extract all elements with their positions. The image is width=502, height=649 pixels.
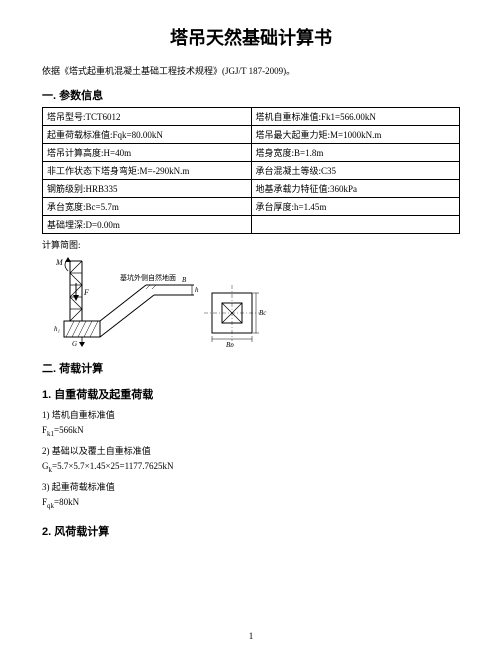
calc-line-1: 1) 塔机自重标准值 bbox=[42, 408, 460, 421]
cell: 起重荷载标准值:Fqk=80.00kN bbox=[43, 126, 252, 144]
cell: 非工作状态下塔身弯矩:M=-290kN.m bbox=[43, 162, 252, 180]
diag-bc-label: Bc bbox=[259, 309, 267, 317]
table-row: 基础埋深:D=0.00m bbox=[43, 216, 460, 234]
section-1-heading: 一. 参数信息 bbox=[42, 87, 460, 103]
f3-sub: qk bbox=[47, 501, 54, 509]
cell: 承台厚度:h=1.45m bbox=[251, 198, 460, 216]
sub-2-heading: 2. 风荷载计算 bbox=[42, 523, 460, 539]
table-row: 塔吊计算高度:H=40m 塔身宽度:B=1.8m bbox=[43, 144, 460, 162]
cell: 塔机自重标准值:Fk1=566.00kN bbox=[251, 108, 460, 126]
diagram-label: 计算简图: bbox=[42, 238, 460, 251]
diag-g-label: G bbox=[72, 340, 77, 347]
diag-m-label: M bbox=[55, 258, 64, 267]
page-number: 1 bbox=[0, 631, 502, 641]
diag-h-label: h bbox=[195, 286, 199, 294]
cell: 塔身宽度:B=1.8m bbox=[251, 144, 460, 162]
diag-bp-label: Bp bbox=[226, 341, 234, 347]
cell: 承台混凝土等级:C35 bbox=[251, 162, 460, 180]
diag-h1-label: h₁ bbox=[54, 325, 60, 333]
formula-3: Fqk=80kN bbox=[42, 497, 460, 510]
f1-sub: k1 bbox=[47, 430, 54, 438]
formula-2: Gk=5.7×5.7×1.45×25=1177.7625kN bbox=[42, 461, 460, 474]
cell: 塔吊最大起重力矩:M=1000kN.m bbox=[251, 126, 460, 144]
table-row: 起重荷载标准值:Fqk=80.00kN 塔吊最大起重力矩:M=1000kN.m bbox=[43, 126, 460, 144]
calc-line-3: 3) 起重荷载标准值 bbox=[42, 480, 460, 493]
section-2-heading: 二. 荷载计算 bbox=[42, 360, 460, 376]
page-title: 塔吊天然基础计算书 bbox=[42, 24, 460, 50]
f2-val: =5.7×5.7×1.45×25=1177.7625kN bbox=[52, 461, 174, 471]
formula-1: Fk1=566kN bbox=[42, 425, 460, 438]
table-row: 承台宽度:Bc=5.7m 承台厚度:h=1.45m bbox=[43, 198, 460, 216]
diag-b-label: B bbox=[182, 276, 187, 284]
f3-val: =80kN bbox=[54, 497, 79, 507]
cell: 塔吊型号:TCT6012 bbox=[43, 108, 252, 126]
calculation-diagram: M F h₁ G 基坑外侧自然地面 h B bbox=[54, 255, 460, 352]
cell: 钢筋级别:HRB335 bbox=[43, 180, 252, 198]
cell: 承台宽度:Bc=5.7m bbox=[43, 198, 252, 216]
f1-val: =566kN bbox=[54, 425, 84, 435]
diag-f-label: F bbox=[83, 288, 89, 297]
table-row: 塔吊型号:TCT6012 塔机自重标准值:Fk1=566.00kN bbox=[43, 108, 460, 126]
table-row: 非工作状态下塔身弯矩:M=-290kN.m 承台混凝土等级:C35 bbox=[43, 162, 460, 180]
sub-1-heading: 1. 自重荷载及起重荷载 bbox=[42, 386, 460, 402]
calc-line-2: 2) 基础以及覆土自重标准值 bbox=[42, 444, 460, 457]
cell bbox=[251, 216, 460, 234]
reference-text: 依据《塔式起重机混凝土基础工程技术规程》(JGJ/T 187-2009)。 bbox=[42, 64, 460, 77]
params-table: 塔吊型号:TCT6012 塔机自重标准值:Fk1=566.00kN 起重荷载标准… bbox=[42, 107, 460, 234]
cell: 塔吊计算高度:H=40m bbox=[43, 144, 252, 162]
cell: 地基承载力特征值:360kPa bbox=[251, 180, 460, 198]
table-row: 钢筋级别:HRB335 地基承载力特征值:360kPa bbox=[43, 180, 460, 198]
diag-ground-label: 基坑外侧自然地面 bbox=[120, 273, 176, 282]
cell: 基础埋深:D=0.00m bbox=[43, 216, 252, 234]
